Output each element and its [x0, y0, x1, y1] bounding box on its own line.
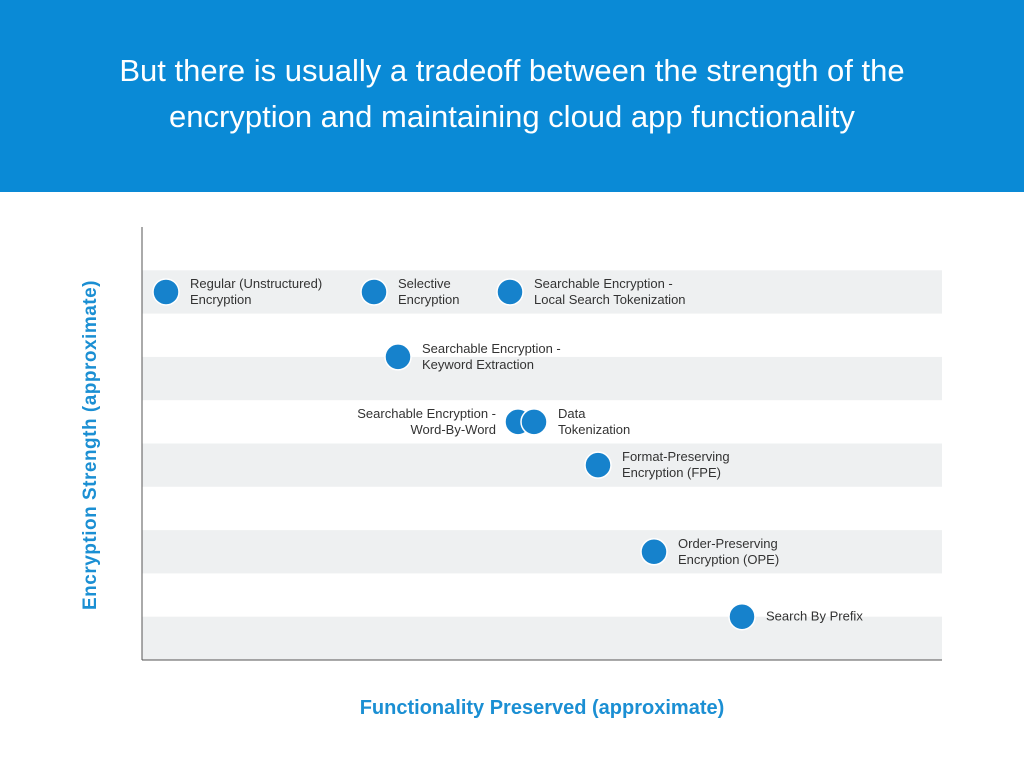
data-point [152, 278, 180, 306]
point-label: Data Tokenization [558, 406, 630, 437]
data-point [360, 278, 388, 306]
point-label: Format-Preserving Encryption (FPE) [622, 449, 730, 480]
x-axis-label: Functionality Preserved (approximate) [359, 697, 725, 719]
grid-band [142, 443, 942, 487]
point-label: Searchable Encryption -Word-By-Word [357, 406, 496, 437]
data-point [384, 343, 412, 371]
grid-band [142, 616, 942, 660]
grid-band [142, 356, 942, 401]
point-label: Searchable Encryption -Local Search Toke… [534, 276, 686, 307]
data-point [728, 602, 756, 631]
grid-band [142, 530, 942, 574]
data-point [584, 451, 612, 479]
grid-band [142, 270, 942, 314]
y-axis-label: Encryption Strength (approximate) [80, 279, 101, 611]
point-label: Order-Preserving Encryption (OPE) [678, 536, 779, 567]
data-point [496, 278, 524, 306]
point-label: Search By Prefix [766, 609, 863, 624]
point-label: Selective Encryption [398, 276, 459, 307]
slide-title: But there is usually a tradeoff between … [119, 53, 905, 134]
header-banner: But there is usually a tradeoff between … [0, 0, 1024, 192]
data-point [520, 408, 548, 436]
data-point [640, 538, 668, 566]
point-label: Searchable Encryption -Keyword Extractio… [422, 341, 561, 372]
point-label: Regular (Unstructured) Encryption [190, 276, 322, 307]
